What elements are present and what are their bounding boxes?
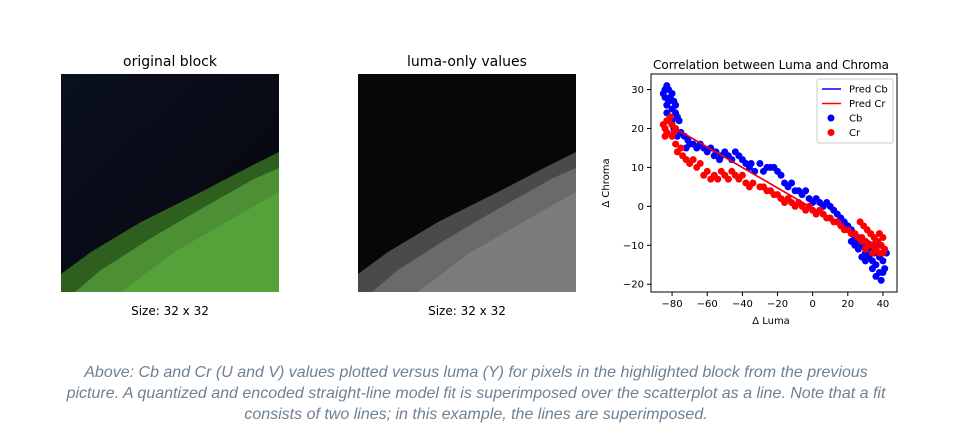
point-cb [847,237,855,245]
point-cb [747,160,755,168]
x-tick-label: 20 [841,299,854,310]
point-cb [877,276,885,284]
point-cr [677,144,685,152]
y-tick-label: −20 [623,280,644,291]
point-cr [689,156,697,164]
original-block-size: Size: 32 x 32 [131,304,209,318]
x-axis-label: Δ Luma [752,316,790,327]
point-cr [749,179,757,187]
point-cb [728,156,736,164]
point-cr [663,117,671,125]
point-cr [672,140,680,148]
point-cr [868,249,876,257]
luma-block-image [358,74,576,292]
legend-label: Pred Cr [849,99,886,110]
point-cb [675,117,683,125]
point-cr [872,237,880,245]
x-tick-label: 40 [877,299,890,310]
point-cb [858,253,866,261]
point-cb [668,89,676,97]
x-tick-label: −40 [732,299,753,310]
point-cb [788,179,796,187]
legend-label: Cb [849,114,862,125]
point-cb [802,187,810,195]
chart-title: Correlation between Luma and Chroma [653,58,889,72]
legend-dot-swatch [827,114,835,122]
point-cb [672,101,680,109]
y-tick-label: 20 [631,124,644,135]
point-cb [881,265,889,273]
y-tick-label: −10 [623,241,644,252]
original-block-image [61,74,279,292]
point-cr [875,230,883,238]
x-tick-label: −80 [662,299,683,310]
line-pred-cr [668,123,884,250]
point-cr [724,175,732,183]
point-cr [856,218,864,226]
y-axis-label: Δ Chroma [601,158,612,207]
y-tick-label: 10 [631,163,644,174]
y-tick-label: 30 [631,85,644,96]
legend: Pred Cb Pred Cr Cb Cr [816,78,894,144]
legend-label: Cr [849,128,861,139]
luma-block-size: Size: 32 x 32 [428,304,506,318]
luma-block-title: luma-only values [407,54,527,70]
point-cb [756,160,764,168]
legend-dot-swatch [827,129,835,136]
x-tick-label: 0 [809,299,815,310]
point-cr [738,171,746,179]
point-cb [665,97,673,105]
point-cb [868,265,876,273]
point-cr [714,175,722,183]
x-tick-label: −60 [697,299,718,310]
point-cb [872,272,880,280]
point-cr [668,132,676,140]
point-cb [777,171,785,179]
point-cr [696,160,704,168]
legend-label: Pred Cb [849,85,888,96]
point-cr [661,132,669,140]
point-cb [682,144,690,152]
point-cr [703,167,711,175]
x-tick-label: −20 [767,299,788,310]
point-cr [861,245,869,253]
original-block-title: original block [123,54,217,70]
y-tick-label: 0 [638,202,644,213]
plot-frame [650,73,898,293]
legend-box [816,78,894,144]
figure-caption: Above: Cb and Cr (U and V) values plotte… [66,364,886,423]
point-cb [879,257,887,265]
